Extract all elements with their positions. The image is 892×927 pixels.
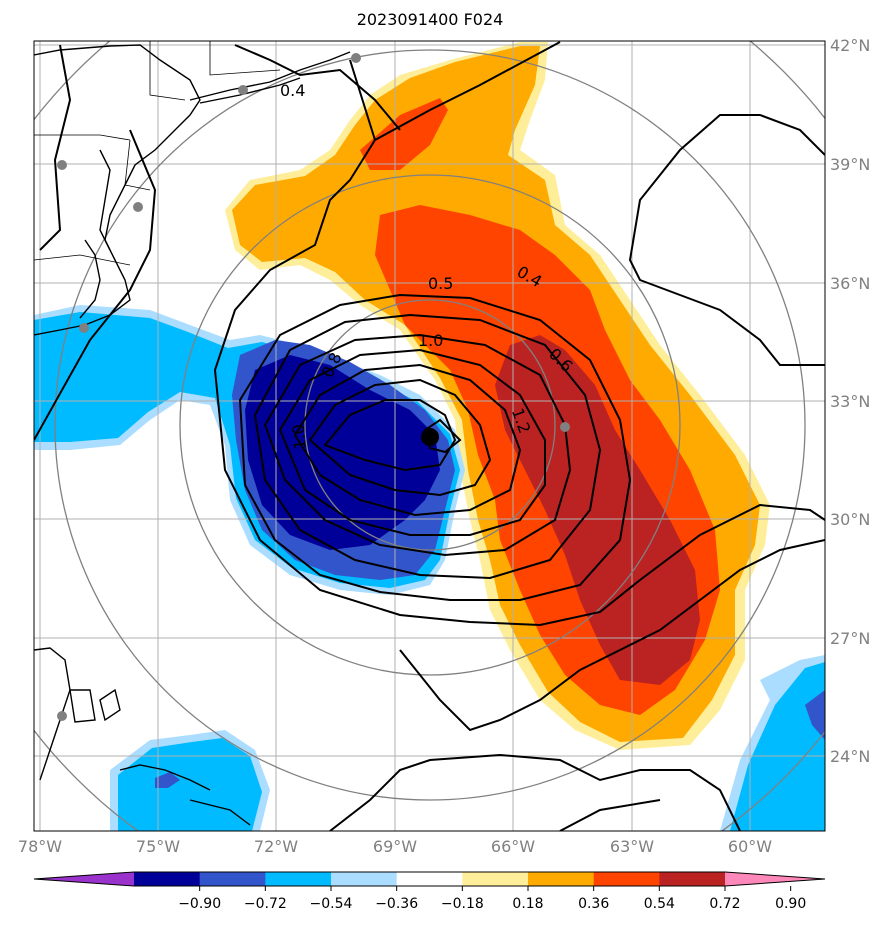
latitude-labels: 42°N 39°N 36°N 33°N 30°N 27°N 24°N bbox=[830, 36, 870, 766]
colorbar-tick-label: 0.72 bbox=[709, 896, 740, 912]
contour-label: 0.4 bbox=[280, 81, 305, 100]
colorbar-tick-label: −0.72 bbox=[244, 896, 287, 912]
colorbar-tick-label: −0.54 bbox=[310, 896, 353, 912]
colorbar-tick-label: 0.36 bbox=[578, 896, 609, 912]
map-frame bbox=[33, 40, 826, 832]
colorbar-swatch bbox=[265, 872, 332, 886]
colorbar-swatch bbox=[134, 872, 201, 886]
lon-tick-label: 78°W bbox=[18, 837, 62, 856]
colorbar-outline bbox=[33, 871, 826, 887]
colorbar-tick-label: −0.36 bbox=[375, 896, 418, 912]
colorbar-swatch bbox=[659, 872, 726, 886]
lat-tick-label: 42°N bbox=[830, 36, 870, 55]
colorbar-swatch bbox=[396, 872, 463, 886]
positive-field bbox=[225, 42, 770, 750]
contour-label: 1.0 bbox=[289, 423, 310, 450]
coastlines bbox=[34, 44, 351, 826]
colorbar-swatch bbox=[331, 872, 398, 886]
neg-strong-region-south bbox=[155, 772, 180, 788]
lon-tick-label: 72°W bbox=[254, 837, 298, 856]
political-borders bbox=[34, 41, 281, 266]
contour-label: 1.0 bbox=[418, 331, 443, 350]
contours bbox=[34, 41, 825, 831]
colorbar-tick-label: −0.90 bbox=[178, 896, 221, 912]
colorbar-extend-high bbox=[725, 872, 825, 886]
colorbar-swatch bbox=[528, 872, 595, 886]
lat-tick-label: 33°N bbox=[830, 392, 870, 411]
storm-center-marker bbox=[421, 428, 439, 446]
colorbar-tick-label: 0.90 bbox=[775, 896, 806, 912]
lat-tick-label: 24°N bbox=[830, 747, 870, 766]
station-dots bbox=[57, 53, 570, 721]
lon-tick-label: 60°W bbox=[728, 837, 772, 856]
colorbar: −0.90 −0.72 −0.54 −0.36 −0.18 0.18 0.36 0.54 0.7… bbox=[33, 871, 826, 912]
colorbar-tick-label: 0.54 bbox=[644, 896, 675, 912]
lon-tick-label: 66°W bbox=[491, 837, 535, 856]
neg-strong-region-east bbox=[805, 690, 825, 740]
colorbar-extend-low bbox=[34, 872, 134, 886]
lat-tick-label: 39°N bbox=[830, 155, 870, 174]
colorbar-tick-label: 0.18 bbox=[512, 896, 543, 912]
lat-tick-label: 30°N bbox=[830, 510, 870, 529]
contour-label: 0.5 bbox=[428, 274, 453, 293]
gridlines bbox=[34, 41, 825, 831]
lon-tick-label: 69°W bbox=[373, 837, 417, 856]
colorbar-tick-label: −0.18 bbox=[441, 896, 484, 912]
colorbar-swatch bbox=[199, 872, 266, 886]
colorbar-swatch bbox=[593, 872, 660, 886]
lat-tick-label: 27°N bbox=[830, 629, 870, 648]
neg-mid-region-south bbox=[118, 738, 262, 831]
pos-deep-region bbox=[495, 335, 700, 685]
lon-tick-label: 63°W bbox=[610, 837, 654, 856]
lat-tick-label: 36°N bbox=[830, 274, 870, 293]
map-title: 2023091400 F024 bbox=[356, 10, 504, 29]
lon-tick-label: 75°W bbox=[136, 837, 180, 856]
neg-mid-region-east bbox=[730, 662, 825, 831]
colorbar-swatch bbox=[462, 872, 529, 886]
longitude-labels: 78°W 75°W 72°W 69°W 66°W 63°W 60°W bbox=[18, 837, 772, 856]
